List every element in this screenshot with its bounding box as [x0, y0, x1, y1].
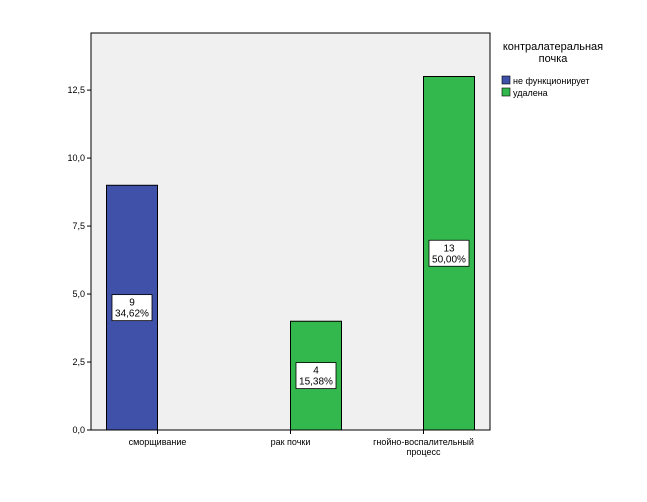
- legend-swatch: [501, 75, 511, 85]
- y-axis: 0,0 2,5 5,0 7,5 10,0 12,5: [67, 85, 91, 435]
- y-tick-label: 12,5: [67, 85, 85, 95]
- data-label-box: [295, 362, 337, 390]
- y-tick-label: 10,0: [67, 153, 85, 163]
- legend-title: почка: [539, 53, 569, 65]
- x-tick-label: процесс: [407, 447, 441, 457]
- y-tick-label: 5,0: [72, 289, 85, 299]
- legend-entry: не функционирует: [513, 76, 590, 86]
- x-tick-label: рак почки: [271, 437, 311, 447]
- legend-swatch: [501, 87, 511, 97]
- x-tick-label: гнойно-воспалительный: [373, 437, 474, 447]
- data-label-value: 4: [313, 366, 319, 377]
- y-tick-label: 2,5: [72, 357, 85, 367]
- data-label-box: [111, 294, 153, 322]
- data-label-box: [428, 239, 470, 267]
- legend-entry: удалена: [513, 88, 548, 98]
- x-tick-label: сморщивание: [129, 437, 187, 447]
- data-label-percent: 50,00%: [432, 254, 466, 265]
- data-label-value: 13: [443, 243, 455, 254]
- data-label-percent: 34,62%: [115, 309, 149, 320]
- y-tick-label: 0,0: [72, 425, 85, 435]
- category-labels: сморщивание рак почки гнойно-воспалительны…: [129, 430, 474, 457]
- legend-title: контралатеральная: [503, 41, 603, 53]
- data-label-percent: 15,38%: [299, 377, 333, 388]
- data-label-value: 9: [129, 298, 135, 309]
- y-tick-label: 7,5: [72, 221, 85, 231]
